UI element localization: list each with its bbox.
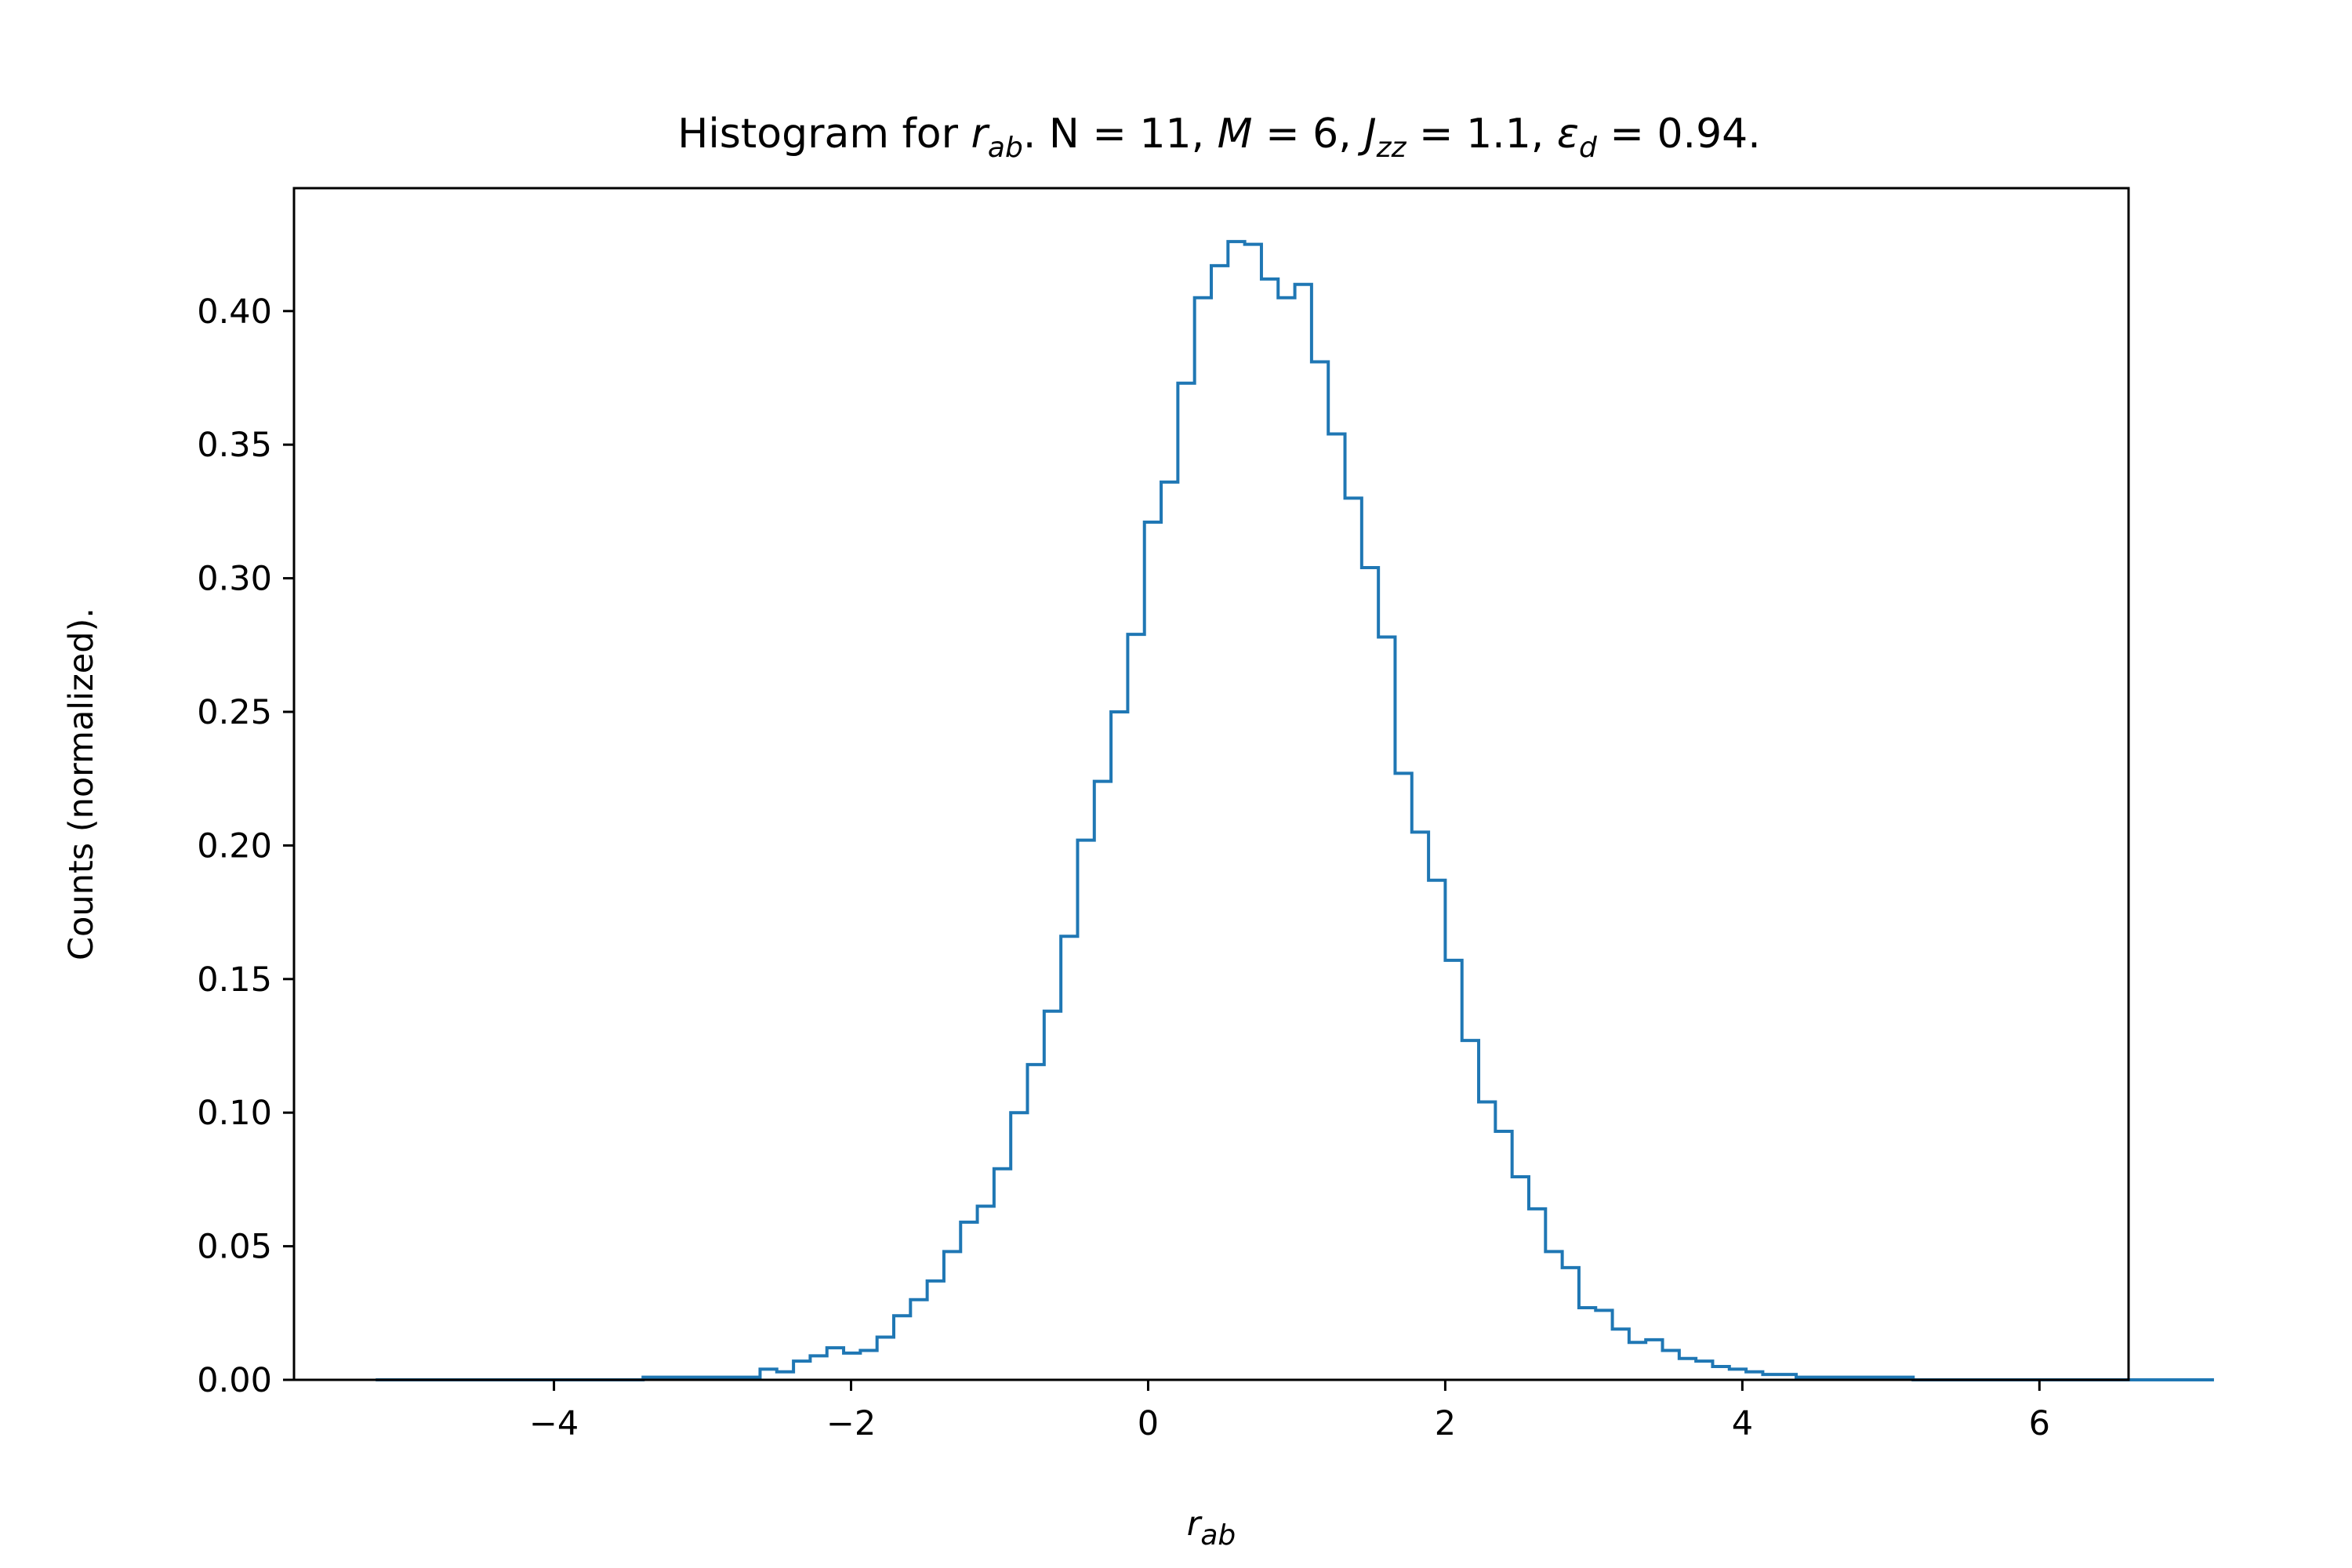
x-tick-label: 2	[1435, 1404, 1456, 1443]
title-j-subscript: zz	[1376, 132, 1407, 164]
x-label-subscript: ab	[1200, 1519, 1236, 1552]
title-m-symbol: M	[1218, 111, 1253, 158]
y-tick-label: 0.10	[197, 1094, 272, 1133]
y-tick-label: 0.25	[197, 693, 272, 732]
title-eps-value: = 0.94.	[1597, 111, 1761, 158]
title-eps-symbol: ε	[1557, 111, 1579, 158]
y-tick-label: 0.05	[197, 1228, 272, 1267]
x-tick-label: −2	[826, 1404, 876, 1443]
y-tick-label: 0.20	[197, 826, 272, 866]
title-eps-subscript: d	[1579, 132, 1598, 164]
title-n-part: . N	[1023, 111, 1080, 158]
histogram-layer	[376, 240, 2214, 1381]
x-tick-label: 6	[2029, 1404, 2050, 1443]
title-r-symbol: r	[971, 111, 991, 158]
chart-title: Histogram for rab. N = 11, M = 6, Jzz = …	[677, 111, 1761, 164]
y-tick-label: 0.15	[197, 960, 272, 1000]
x-tick-label: 0	[1138, 1404, 1159, 1443]
x-label-symbol: r	[1187, 1504, 1203, 1544]
x-axis: −4 −2 0 2 4 6	[529, 1380, 2050, 1443]
title-r-subscript: ab	[988, 132, 1023, 164]
x-tick-label: 4	[1732, 1404, 1753, 1443]
y-tick-label: 0.30	[197, 560, 272, 599]
histogram-step-line	[376, 240, 2214, 1381]
y-tick-label: 0.35	[197, 426, 272, 465]
x-tick-label: −4	[529, 1404, 579, 1443]
x-axis-label: rab	[1187, 1504, 1236, 1552]
y-axis-label: Counts (normalized).	[62, 608, 101, 960]
y-tick-label: 0.40	[197, 292, 272, 332]
plot-frame	[292, 187, 2130, 1381]
title-prefix: Histogram for	[677, 111, 971, 158]
title-n-value: = 11,	[1080, 111, 1218, 158]
y-axis: 0.00 0.05 0.10 0.15 0.20 0.25 0.30 0.35 0.40	[197, 292, 294, 1400]
title-j-value: = 1.1,	[1406, 111, 1556, 158]
title-m-value: = 6,	[1253, 111, 1365, 158]
y-tick-label: 0.00	[197, 1361, 272, 1400]
